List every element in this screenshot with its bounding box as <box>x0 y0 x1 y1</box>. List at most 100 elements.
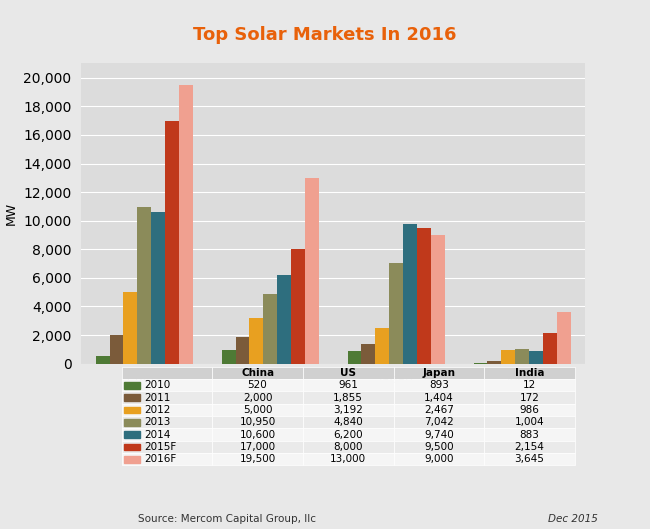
Text: 1,004: 1,004 <box>515 417 545 427</box>
Bar <box>137 207 151 363</box>
Bar <box>277 275 291 363</box>
FancyBboxPatch shape <box>303 367 393 379</box>
Bar <box>124 382 140 389</box>
Text: 8,000: 8,000 <box>333 442 363 452</box>
Text: 883: 883 <box>519 430 540 440</box>
FancyBboxPatch shape <box>122 367 212 379</box>
Bar <box>305 178 318 363</box>
Bar <box>529 351 543 363</box>
FancyBboxPatch shape <box>122 441 212 453</box>
FancyBboxPatch shape <box>122 379 212 391</box>
FancyBboxPatch shape <box>212 391 303 404</box>
Text: 2,000: 2,000 <box>243 393 272 403</box>
Bar <box>361 343 375 363</box>
Text: 2015F: 2015F <box>144 442 176 452</box>
Text: 2010: 2010 <box>144 380 170 390</box>
Text: 9,500: 9,500 <box>424 442 454 452</box>
Text: 9,740: 9,740 <box>424 430 454 440</box>
Text: 4,840: 4,840 <box>333 417 363 427</box>
Text: 6,200: 6,200 <box>333 430 363 440</box>
Bar <box>515 349 529 363</box>
Bar <box>556 312 571 363</box>
Bar <box>124 431 140 438</box>
Bar <box>263 295 277 363</box>
Bar <box>291 249 305 363</box>
FancyBboxPatch shape <box>484 367 575 379</box>
Bar <box>124 394 140 401</box>
Text: 3,192: 3,192 <box>333 405 363 415</box>
Text: 1,404: 1,404 <box>424 393 454 403</box>
Text: 3,645: 3,645 <box>515 454 545 464</box>
Text: 10,600: 10,600 <box>239 430 276 440</box>
Text: 2012: 2012 <box>144 405 170 415</box>
FancyBboxPatch shape <box>484 379 575 391</box>
Bar <box>124 419 140 426</box>
Bar <box>543 333 556 363</box>
FancyBboxPatch shape <box>212 428 303 441</box>
FancyBboxPatch shape <box>122 416 212 428</box>
FancyBboxPatch shape <box>484 441 575 453</box>
Bar <box>110 335 124 363</box>
FancyBboxPatch shape <box>393 404 484 416</box>
Text: 172: 172 <box>519 393 540 403</box>
Text: 961: 961 <box>338 380 358 390</box>
Bar <box>179 85 192 363</box>
Bar <box>124 407 140 413</box>
FancyBboxPatch shape <box>303 428 393 441</box>
Text: 5,000: 5,000 <box>243 405 272 415</box>
FancyBboxPatch shape <box>393 428 484 441</box>
Text: 7,042: 7,042 <box>424 417 454 427</box>
Text: 12: 12 <box>523 380 536 390</box>
Bar <box>375 329 389 363</box>
FancyBboxPatch shape <box>212 416 303 428</box>
Text: China: China <box>241 368 274 378</box>
Text: 13,000: 13,000 <box>330 454 367 464</box>
Bar <box>417 228 431 363</box>
Bar <box>151 212 165 363</box>
FancyBboxPatch shape <box>122 428 212 441</box>
Y-axis label: MW: MW <box>5 202 18 225</box>
Text: 2016F: 2016F <box>144 454 176 464</box>
FancyBboxPatch shape <box>212 441 303 453</box>
FancyBboxPatch shape <box>122 404 212 416</box>
Bar <box>235 337 250 363</box>
Bar <box>165 121 179 363</box>
FancyBboxPatch shape <box>212 367 303 379</box>
FancyBboxPatch shape <box>122 391 212 404</box>
FancyBboxPatch shape <box>393 416 484 428</box>
Text: 10,950: 10,950 <box>239 417 276 427</box>
Text: 2,467: 2,467 <box>424 405 454 415</box>
Bar <box>431 235 445 363</box>
FancyBboxPatch shape <box>212 453 303 466</box>
FancyBboxPatch shape <box>393 441 484 453</box>
Bar <box>389 263 403 363</box>
Bar <box>501 350 515 363</box>
Text: US: US <box>340 368 356 378</box>
Bar <box>222 350 235 363</box>
FancyBboxPatch shape <box>303 441 393 453</box>
Text: Japan: Japan <box>422 368 456 378</box>
Text: 2014: 2014 <box>144 430 170 440</box>
Text: Dec 2015: Dec 2015 <box>548 514 598 524</box>
Text: 19,500: 19,500 <box>239 454 276 464</box>
FancyBboxPatch shape <box>393 391 484 404</box>
Text: 1,855: 1,855 <box>333 393 363 403</box>
FancyBboxPatch shape <box>393 379 484 391</box>
Bar <box>96 356 110 363</box>
FancyBboxPatch shape <box>484 428 575 441</box>
FancyBboxPatch shape <box>393 367 484 379</box>
FancyBboxPatch shape <box>484 416 575 428</box>
FancyBboxPatch shape <box>212 404 303 416</box>
Text: 893: 893 <box>429 380 449 390</box>
FancyBboxPatch shape <box>303 416 393 428</box>
Text: 2,154: 2,154 <box>515 442 545 452</box>
Bar <box>250 318 263 363</box>
Bar <box>124 292 137 363</box>
Text: 9,000: 9,000 <box>424 454 454 464</box>
FancyBboxPatch shape <box>303 404 393 416</box>
Text: 986: 986 <box>519 405 540 415</box>
Text: Source: Mercom Capital Group, llc: Source: Mercom Capital Group, llc <box>138 514 317 524</box>
Text: 520: 520 <box>248 380 267 390</box>
FancyBboxPatch shape <box>484 391 575 404</box>
FancyBboxPatch shape <box>484 404 575 416</box>
